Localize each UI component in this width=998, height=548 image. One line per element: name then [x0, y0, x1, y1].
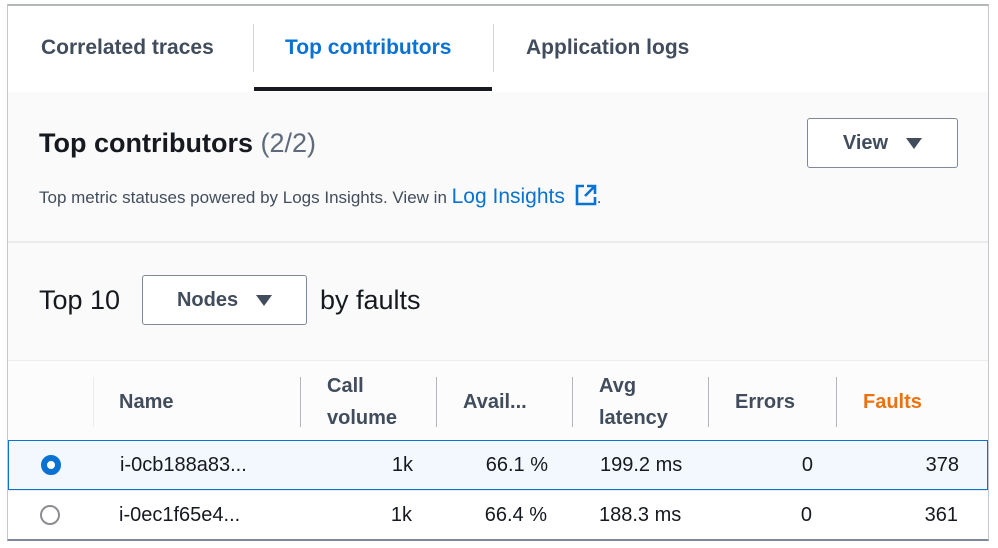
- top-n-label: Top 10: [39, 285, 121, 315]
- column-header-availability[interactable]: Avail...: [463, 391, 527, 413]
- external-link-icon: [575, 184, 597, 206]
- view-dropdown-button[interactable]: View: [807, 118, 958, 168]
- column-header-call-volume[interactable]: Call volume: [327, 375, 398, 429]
- count-badge: (2/2): [260, 128, 317, 158]
- cell-errors: 0: [801, 454, 813, 476]
- row-radio-button[interactable]: [41, 455, 61, 475]
- cell-name: i-0ec1f65e4...: [119, 504, 241, 526]
- active-tab-indicator: [254, 87, 492, 91]
- column-divider[interactable]: [572, 377, 573, 427]
- panel-frame: [7, 4, 989, 541]
- cell-errors: 0: [800, 504, 812, 526]
- divider: [8, 241, 988, 243]
- column-divider: [93, 377, 94, 427]
- tab-top-contributors[interactable]: Top contributors: [285, 36, 452, 59]
- column-divider[interactable]: [300, 377, 301, 427]
- column-divider[interactable]: [436, 377, 437, 427]
- tab-bar: Correlated traces Top contributors Appli…: [8, 6, 988, 93]
- by-faults-label: by faults: [320, 285, 421, 315]
- description: Top metric statuses powered by Logs Insi…: [39, 184, 602, 208]
- column-divider[interactable]: [708, 377, 709, 427]
- column-header-avg-latency[interactable]: Avg latency: [599, 375, 668, 429]
- cell-name: i-0cb188a83...: [120, 454, 247, 476]
- cell-faults: 361: [924, 504, 958, 526]
- tab-correlated-traces[interactable]: Correlated traces: [41, 36, 214, 59]
- cell-faults: 378: [925, 454, 959, 476]
- column-divider[interactable]: [836, 377, 837, 427]
- column-header-name[interactable]: Name: [119, 391, 174, 413]
- column-header-faults[interactable]: Faults: [863, 391, 922, 413]
- table-row[interactable]: i-0cb188a83... 1k 66.1 % 199.2 ms 0 378: [8, 440, 988, 490]
- view-label: View: [842, 131, 889, 154]
- cell-call-volume: 1k: [390, 504, 412, 526]
- cell-avg-latency: 188.3 ms: [599, 504, 682, 526]
- cell-availability: 66.4 %: [484, 504, 547, 526]
- nodes-label: Nodes: [176, 288, 239, 311]
- table-row[interactable]: i-0ec1f65e4... 1k 66.4 % 188.3 ms 0 361: [8, 490, 988, 540]
- top-n-selector-line: Top 10: [39, 285, 120, 316]
- tab-application-logs[interactable]: Application logs: [526, 36, 690, 59]
- caret-down-icon: [906, 137, 923, 149]
- column-header-errors[interactable]: Errors: [735, 391, 796, 413]
- cell-call-volume: 1k: [391, 454, 413, 476]
- cell-avg-latency: 199.2 ms: [600, 454, 683, 476]
- page-title: Top contributors (2/2): [39, 128, 317, 158]
- tab-divider: [493, 24, 494, 72]
- log-insights-link[interactable]: Log Insights: [452, 184, 597, 208]
- tab-divider: [253, 24, 254, 72]
- table-header: Name Call volume Avail... Avg latency Er…: [8, 360, 988, 441]
- cell-availability: 66.1 %: [485, 454, 548, 476]
- caret-down-icon: [256, 294, 273, 306]
- row-radio-button[interactable]: [40, 505, 60, 525]
- nodes-dropdown[interactable]: Nodes: [142, 275, 307, 325]
